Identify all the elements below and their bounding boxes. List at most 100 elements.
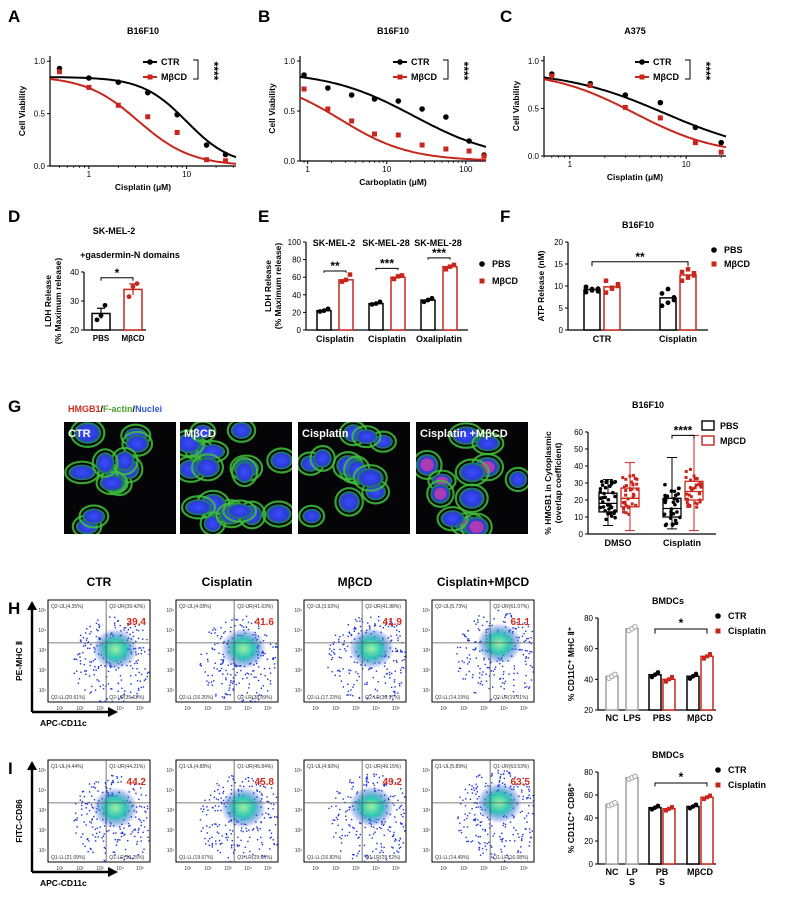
significance-bracket: [443, 59, 449, 80]
event: [275, 643, 277, 645]
event: [397, 851, 400, 854]
event: [267, 800, 270, 803]
event: [270, 802, 272, 805]
event: [504, 826, 507, 828]
legend-label: CTR: [728, 611, 747, 621]
event: [142, 647, 145, 649]
nucleus: [235, 461, 255, 484]
event: [369, 694, 371, 696]
event: [529, 831, 531, 834]
y-tick-label: 1.0: [284, 57, 296, 66]
event: [338, 656, 341, 658]
data-point-mbcd: [622, 104, 628, 110]
event: [73, 658, 75, 661]
x-tick-label-line: S: [629, 877, 635, 887]
quadrant-ul-label: Q2-UL(5.73%): [435, 604, 468, 610]
f-actin: [504, 466, 528, 493]
y-tick-label: 60: [292, 273, 301, 282]
data-point: [624, 489, 628, 493]
event: [332, 651, 335, 654]
event: [389, 826, 392, 828]
event: [280, 647, 281, 648]
event: [342, 686, 345, 688]
event: [204, 799, 206, 802]
data-point: [691, 487, 695, 491]
data-point-mbcd: [301, 86, 307, 92]
event: [389, 855, 391, 857]
event: [272, 657, 275, 659]
event: [530, 836, 532, 839]
event: [206, 806, 208, 808]
event: [244, 673, 247, 676]
f-actin: [226, 422, 257, 443]
event: [506, 613, 509, 615]
event-cloud: [73, 774, 150, 862]
event: [394, 670, 396, 672]
event: [230, 833, 233, 835]
data-point: [598, 505, 603, 510]
event: [136, 696, 138, 698]
event: [87, 641, 90, 643]
x-axis-label: Cisplatin (μM): [115, 182, 171, 192]
data-point: [612, 671, 618, 678]
flow-y-tick: 10⁵: [166, 608, 174, 614]
micrograph-1: MβCD: [180, 422, 292, 534]
y-tick-label: 5: [559, 304, 564, 313]
event: [504, 621, 506, 623]
event: [224, 630, 226, 633]
y-tick-label: 0.0: [528, 152, 540, 161]
data-point: [589, 286, 595, 292]
data-point: [622, 485, 626, 489]
f-actin: [426, 479, 455, 508]
event: [477, 775, 480, 777]
data-point-mbcd: [419, 142, 425, 148]
significance-bracket: [100, 277, 134, 281]
event: [120, 832, 122, 834]
event: [145, 811, 147, 813]
event: [213, 627, 215, 629]
data-point: [708, 652, 712, 657]
event: [273, 667, 276, 669]
event: [399, 684, 401, 687]
x-tick-label: MβCD: [687, 713, 713, 723]
event: [73, 819, 75, 822]
data-point: [608, 484, 612, 488]
data-point: [603, 485, 608, 490]
event: [365, 777, 367, 780]
bar-nc: [605, 803, 619, 865]
y-tick-label: 1.0: [528, 57, 540, 66]
event: [490, 775, 493, 777]
quadrant-ll-label: Q1-LL(14.49%): [435, 855, 470, 861]
event: [464, 805, 467, 807]
event: [144, 810, 146, 813]
event: [123, 703, 124, 704]
event: [398, 807, 401, 809]
event: [117, 682, 120, 685]
event: [222, 673, 224, 675]
event: [458, 661, 460, 663]
event: [347, 624, 349, 626]
flow-y-label: FITC-CD86: [14, 799, 24, 843]
data-point: [690, 488, 694, 492]
data-point-ctr: [325, 85, 331, 91]
data-point: [621, 501, 625, 505]
event: [212, 648, 214, 650]
data-point: [635, 477, 639, 481]
group-label: SK-MEL-28: [414, 238, 462, 248]
flow-plot-2: Q1-UL(4.90%) Q1-UR(49.15%)Q1-LL(16.83%) Q1…: [294, 759, 407, 872]
event: [134, 662, 136, 665]
event: [217, 788, 219, 791]
data-point: [321, 308, 327, 314]
event: [503, 845, 506, 848]
event: [488, 687, 490, 690]
data-point: [343, 277, 349, 283]
event: [111, 688, 113, 690]
event: [356, 855, 358, 857]
event: [399, 838, 402, 840]
bar-ctr: [648, 673, 662, 711]
event: [138, 798, 140, 801]
event: [377, 681, 379, 683]
event: [390, 686, 393, 689]
